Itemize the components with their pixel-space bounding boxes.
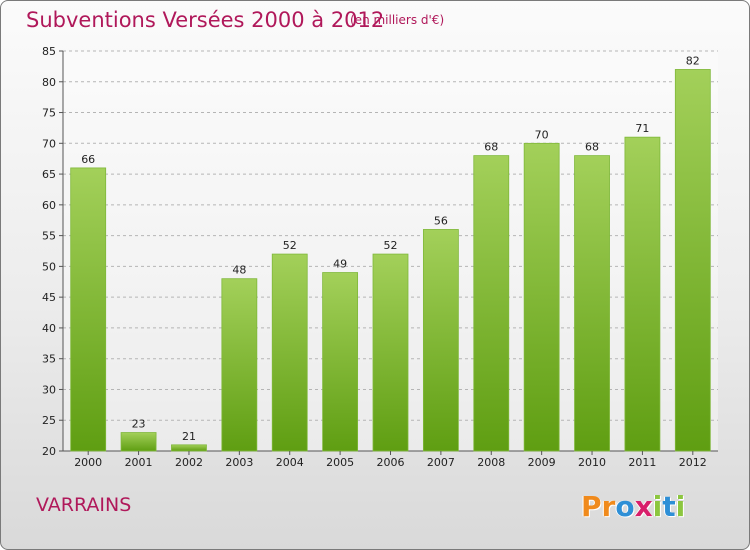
bar [322,272,359,452]
x-tick-label: 2007 [427,456,455,469]
y-tick-label: 85 [42,45,56,58]
y-tick-label: 45 [42,291,56,304]
logo-letter: x [634,490,653,523]
x-tick-label: 2006 [377,456,405,469]
y-tick-label: 25 [42,414,56,427]
bar [674,69,711,452]
logo-letter: P [581,490,602,523]
x-tick-label: 2008 [477,456,505,469]
bar [171,444,207,452]
y-tick-label: 60 [42,199,56,212]
bar [473,155,510,452]
x-tick-label: 2004 [276,456,304,469]
logo-letter: t [662,490,676,523]
bar-value-label: 66 [81,153,95,166]
y-tick-label: 70 [42,137,56,150]
x-tick-label: 2000 [74,456,102,469]
logo-letter: i [675,490,686,523]
bar-value-label: 21 [182,430,196,443]
y-tick-label: 30 [42,383,56,396]
commune-name: VARRAINS [36,494,132,516]
bar-value-label: 49 [333,258,347,271]
proxiti-logo: Proxiti [581,490,685,523]
bar [372,253,409,452]
bar [574,155,610,452]
x-tick-label: 2010 [578,456,606,469]
bar-value-label: 70 [535,128,549,141]
bar [422,229,459,452]
bar-value-label: 68 [484,141,498,154]
bar-value-label: 23 [132,418,146,431]
logo-letter: o [615,490,635,523]
bar-value-label: 68 [585,141,599,154]
y-tick-label: 65 [42,168,56,181]
bar [70,167,107,452]
bar-value-label: 52 [384,239,398,252]
y-tick-label: 20 [42,445,56,458]
x-tick-label: 2009 [528,456,556,469]
logo-letter: r [601,490,616,523]
bar-value-label: 56 [434,214,448,227]
bar-value-label: 48 [232,264,246,277]
y-tick-label: 35 [42,353,56,366]
bar [120,432,157,452]
chart-subtitle: (en milliers d'€) [350,13,445,27]
y-tick-label: 55 [42,230,56,243]
bar-value-label: 71 [635,122,649,135]
bar-value-label: 82 [686,54,700,67]
y-tick-label: 40 [42,322,56,335]
x-tick-label: 2012 [679,456,707,469]
bar [271,253,308,452]
y-tick-label: 50 [42,260,56,273]
bar [624,136,661,452]
logo-letter: i [652,490,663,523]
x-tick-label: 2011 [628,456,656,469]
x-tick-label: 2001 [125,456,153,469]
x-tick-label: 2005 [326,456,354,469]
bar-value-label: 52 [283,239,297,252]
bar [221,278,258,452]
chart-title: Subventions Versées 2000 à 2012 [26,8,385,32]
x-tick-label: 2002 [175,456,203,469]
bar [523,142,560,452]
y-tick-label: 80 [42,76,56,89]
x-tick-label: 2003 [225,456,253,469]
y-tick-label: 75 [42,107,56,120]
